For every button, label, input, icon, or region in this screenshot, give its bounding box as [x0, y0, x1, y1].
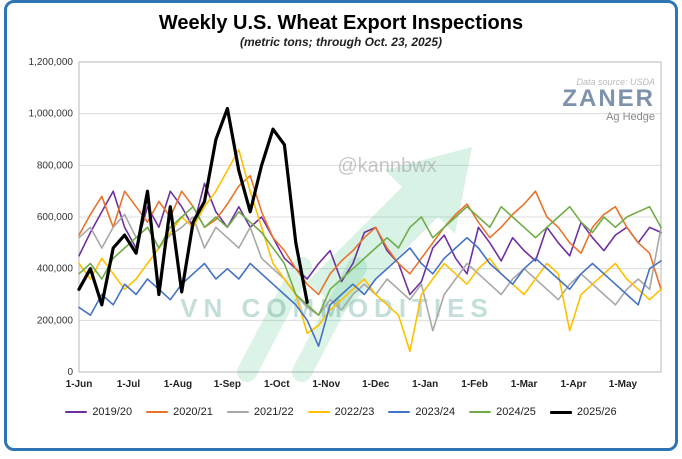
y-axis-tick-label: 600,000	[37, 212, 74, 223]
series-line-2021-22	[78, 213, 662, 332]
x-axis-tick-label: 1-Feb	[461, 379, 488, 390]
x-axis-tick-label: 1-Jun	[66, 379, 93, 390]
legend-label: 2023/24	[415, 406, 456, 418]
line-chart: 0 200,000 400,000 600,000 800,000 1,000,000 1,…	[29, 57, 662, 390]
chart-title: Weekly U.S. Wheat Export Inspections	[158, 12, 524, 34]
legend-swatch	[549, 410, 572, 414]
legend-label: 2024/25	[496, 406, 536, 418]
legend-swatch	[146, 411, 169, 413]
y-axis-tick-label: 1,200,000	[29, 57, 74, 68]
y-axis-tick-label: 0	[67, 367, 73, 378]
series-line-2023-24	[78, 236, 662, 348]
x-axis-tick-label: 1-May	[609, 379, 638, 390]
legend-swatch	[469, 411, 492, 413]
chart-legend: 2019/20 2020/21 2021/22 2022/23 2023/24 2024/…	[7, 406, 675, 418]
legend-swatch	[307, 411, 330, 413]
x-axis-tick-label: 1-Mar	[511, 379, 538, 390]
legend-item-2023-24: 2023/24	[388, 406, 455, 418]
legend-swatch	[226, 411, 249, 413]
chart-frame: Weekly U.S. Wheat Export Inspections (me…	[4, 0, 678, 451]
x-axis-tick-label: 1-Dec	[362, 379, 390, 390]
legend-item-2022-23: 2022/23	[307, 406, 375, 418]
x-axis-tick-label: 1-Sep	[214, 379, 241, 390]
watermark-handle: @kannbwx	[337, 155, 436, 177]
legend-label: 2019/20	[92, 406, 133, 418]
legend-swatch	[65, 411, 88, 413]
chart-subtitle: (metric tons; through Oct. 23, 2025)	[239, 35, 443, 49]
x-axis-tick-label: 1-Apr	[560, 379, 586, 390]
legend-item-2025-26: 2025/26	[549, 406, 617, 418]
y-axis-tick-label: 800,000	[37, 160, 74, 171]
legend-item-2020-21: 2020/21	[146, 406, 213, 418]
x-axis-tick-label: 1-Aug	[164, 379, 192, 390]
plot-border	[78, 61, 662, 373]
x-axis-tick-label: 1-Nov	[312, 379, 340, 390]
watermark-slash-icon	[292, 257, 367, 382]
x-axis-tick-label: 1-Oct	[264, 379, 290, 390]
series-line-2019-20	[78, 182, 662, 296]
legend-item-2021-22: 2021/22	[226, 406, 294, 418]
legend-label: 2022/23	[334, 406, 375, 418]
legend-swatch	[388, 411, 411, 413]
legend-item-2019-20: 2019/20	[65, 406, 132, 418]
series-line-2025-26	[77, 106, 309, 307]
y-axis-tick-label: 400,000	[37, 264, 74, 275]
x-axis-tick-label: 1-Jul	[117, 379, 141, 390]
legend-label: 2025/26	[576, 406, 617, 418]
y-axis-tick-label: 200,000	[37, 315, 74, 326]
legend-label: 2021/22	[253, 406, 294, 418]
series-line-2020-21	[78, 174, 662, 296]
legend-item-2024-25: 2024/25	[469, 406, 536, 418]
y-axis-tick-label: 1,000,000	[29, 109, 74, 120]
legend-label: 2020/21	[173, 406, 213, 418]
series-line-2024-25	[78, 205, 662, 317]
x-axis-tick-label: 1-Jan	[412, 379, 438, 390]
